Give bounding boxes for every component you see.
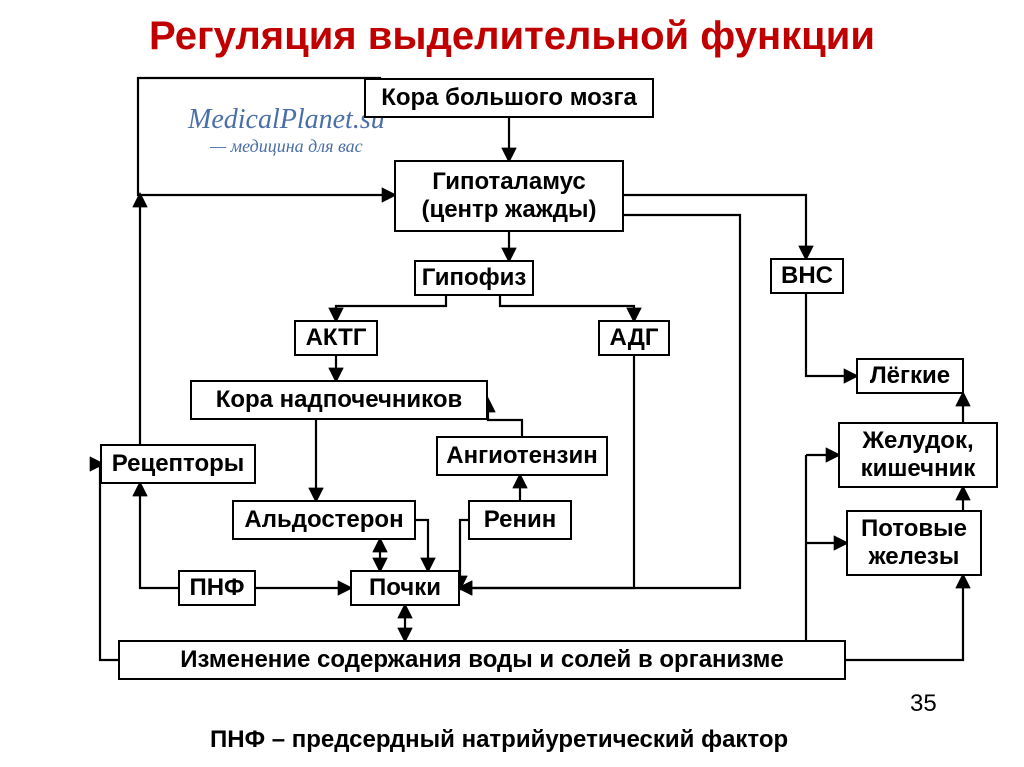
edge	[806, 294, 856, 376]
node-pnf: ПНФ	[178, 570, 256, 606]
edge	[846, 576, 963, 660]
footnote: ПНФ – предсердный натрийуретический факт…	[210, 726, 788, 754]
watermark: MedicalPlanet.su — медицина для вас	[188, 104, 385, 157]
edge	[140, 484, 178, 588]
node-hypoph: Гипофиз	[414, 260, 534, 296]
watermark-line2: — медицина для вас	[188, 136, 385, 157]
watermark-line1: MedicalPlanet.su	[188, 104, 385, 135]
node-water: Изменение содержания воды и солей в орга…	[118, 640, 846, 680]
node-kidney: Почки	[350, 570, 460, 606]
node-aldo: Альдостерон	[232, 500, 416, 540]
edge	[100, 464, 118, 660]
node-actg: АКТГ	[294, 320, 378, 356]
edge	[624, 195, 806, 258]
edge	[460, 520, 468, 588]
node-angio: Ангиотензин	[436, 436, 608, 476]
page-title: Регуляция выделительной функции	[0, 14, 1024, 59]
edge	[416, 520, 428, 570]
node-adrenal: Кора надпочечников	[190, 380, 488, 420]
node-lungs: Лёгкие	[856, 358, 964, 394]
page-number: 35	[910, 690, 937, 718]
edge	[336, 296, 446, 320]
node-vns: ВНС	[770, 258, 844, 294]
node-stomach: Желудок,кишечник	[838, 422, 998, 488]
node-hypothal: Гипоталамус(центр жажды)	[394, 160, 624, 232]
node-renin: Ренин	[468, 500, 572, 540]
node-adg: АДГ	[598, 320, 670, 356]
node-cortex: Кора большого мозга	[364, 78, 654, 118]
node-sweat: Потовыежелезы	[846, 510, 982, 576]
edge	[500, 296, 634, 320]
node-recept: Рецепторы	[100, 444, 256, 484]
edge	[488, 400, 522, 436]
